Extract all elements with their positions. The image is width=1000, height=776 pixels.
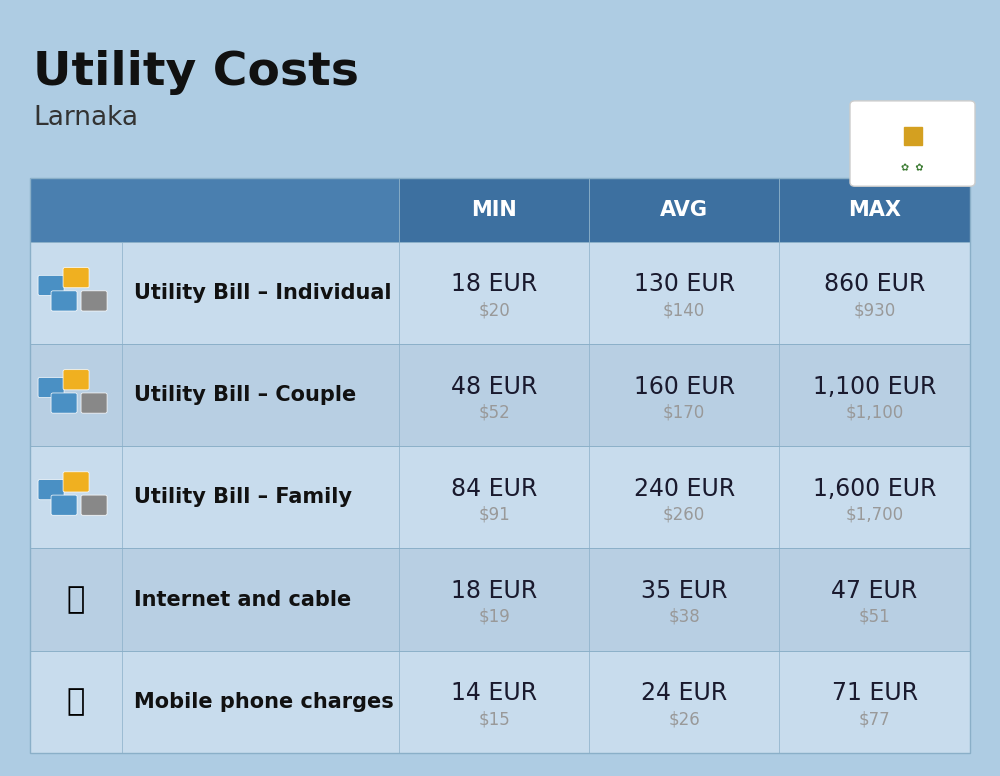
Text: Utility Bill – Individual: Utility Bill – Individual — [134, 283, 392, 303]
Text: 860 EUR: 860 EUR — [824, 272, 925, 296]
Text: 48 EUR: 48 EUR — [451, 375, 538, 399]
Text: $19: $19 — [478, 608, 510, 626]
Text: 130 EUR: 130 EUR — [634, 272, 735, 296]
FancyBboxPatch shape — [38, 275, 64, 296]
Text: $170: $170 — [663, 404, 705, 421]
Text: $140: $140 — [663, 302, 705, 320]
Text: 1,100 EUR: 1,100 EUR — [813, 375, 936, 399]
Text: 24 EUR: 24 EUR — [641, 681, 727, 705]
Text: $38: $38 — [668, 608, 700, 626]
Bar — [30, 446, 970, 549]
Text: Mobile phone charges: Mobile phone charges — [134, 691, 394, 712]
FancyBboxPatch shape — [51, 495, 77, 515]
FancyBboxPatch shape — [81, 291, 107, 311]
Bar — [779, 178, 970, 242]
Text: $26: $26 — [668, 710, 700, 728]
Text: AVG: AVG — [660, 200, 708, 220]
FancyBboxPatch shape — [38, 480, 64, 500]
Text: MIN: MIN — [471, 200, 517, 220]
Bar — [30, 549, 970, 650]
Text: 18 EUR: 18 EUR — [451, 272, 537, 296]
Text: 📡: 📡 — [67, 585, 85, 614]
Text: MAX: MAX — [848, 200, 901, 220]
Bar — [30, 650, 970, 753]
Text: Internet and cable: Internet and cable — [134, 590, 351, 609]
Text: 160 EUR: 160 EUR — [634, 375, 735, 399]
FancyBboxPatch shape — [81, 393, 107, 413]
Text: Utility Bill – Couple: Utility Bill – Couple — [134, 386, 356, 405]
Text: $91: $91 — [478, 506, 510, 524]
Text: $52: $52 — [478, 404, 510, 421]
Text: Utility Bill – Family: Utility Bill – Family — [134, 487, 352, 508]
FancyBboxPatch shape — [38, 377, 64, 397]
Text: 18 EUR: 18 EUR — [451, 579, 537, 603]
FancyBboxPatch shape — [63, 369, 89, 390]
Bar — [399, 178, 589, 242]
Text: $20: $20 — [478, 302, 510, 320]
Text: 240 EUR: 240 EUR — [634, 476, 735, 501]
Text: 71 EUR: 71 EUR — [832, 681, 918, 705]
Text: 35 EUR: 35 EUR — [641, 579, 727, 603]
Text: 47 EUR: 47 EUR — [831, 579, 918, 603]
FancyBboxPatch shape — [51, 291, 77, 311]
Bar — [30, 178, 970, 753]
FancyBboxPatch shape — [63, 268, 89, 288]
Bar — [589, 178, 779, 242]
Text: $1,700: $1,700 — [846, 506, 904, 524]
Text: $15: $15 — [478, 710, 510, 728]
Text: Utility Costs: Utility Costs — [33, 50, 359, 95]
Text: $260: $260 — [663, 506, 705, 524]
FancyBboxPatch shape — [81, 495, 107, 515]
FancyBboxPatch shape — [63, 472, 89, 492]
Text: 14 EUR: 14 EUR — [451, 681, 537, 705]
Text: $77: $77 — [859, 710, 890, 728]
FancyBboxPatch shape — [51, 393, 77, 413]
Text: 84 EUR: 84 EUR — [451, 476, 538, 501]
Bar — [30, 242, 970, 345]
Text: $1,100: $1,100 — [845, 404, 904, 421]
Text: ✿  ✿: ✿ ✿ — [901, 164, 924, 173]
Text: 1,600 EUR: 1,600 EUR — [813, 476, 936, 501]
Text: $930: $930 — [853, 302, 896, 320]
Text: 📱: 📱 — [67, 688, 85, 716]
Text: Larnaka: Larnaka — [33, 105, 138, 131]
Bar — [30, 178, 399, 242]
FancyBboxPatch shape — [850, 101, 975, 186]
Bar — [30, 345, 970, 446]
Text: $51: $51 — [859, 608, 890, 626]
